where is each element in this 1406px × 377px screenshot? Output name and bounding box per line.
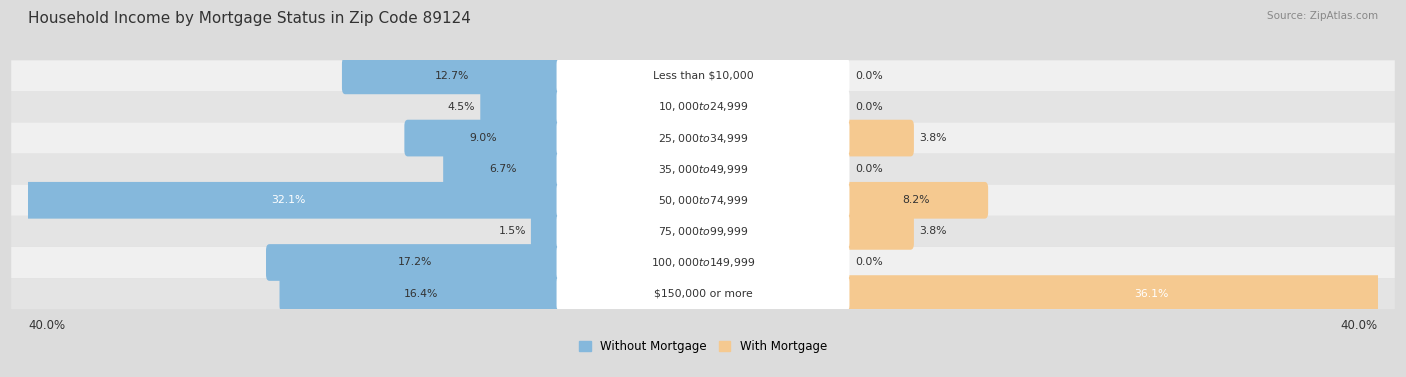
FancyBboxPatch shape [844,120,914,156]
Text: Household Income by Mortgage Status in Zip Code 89124: Household Income by Mortgage Status in Z… [28,11,471,26]
Text: 0.0%: 0.0% [855,164,883,174]
Text: 8.2%: 8.2% [901,195,929,205]
FancyBboxPatch shape [11,154,1395,185]
FancyBboxPatch shape [844,182,988,219]
Text: 12.7%: 12.7% [436,71,470,81]
Text: 0.0%: 0.0% [855,257,883,268]
FancyBboxPatch shape [11,92,1395,123]
Text: 1.5%: 1.5% [498,226,526,236]
FancyBboxPatch shape [557,214,849,249]
Text: $75,000 to $99,999: $75,000 to $99,999 [658,225,748,238]
Text: Less than $10,000: Less than $10,000 [652,71,754,81]
FancyBboxPatch shape [266,244,562,281]
Legend: Without Mortgage, With Mortgage: Without Mortgage, With Mortgage [574,336,832,358]
FancyBboxPatch shape [557,90,849,124]
Text: 9.0%: 9.0% [470,133,498,143]
Text: 16.4%: 16.4% [404,288,439,299]
FancyBboxPatch shape [11,216,1395,247]
FancyBboxPatch shape [557,276,849,311]
Text: 0.0%: 0.0% [855,71,883,81]
FancyBboxPatch shape [557,245,849,280]
Text: 4.5%: 4.5% [447,102,475,112]
FancyBboxPatch shape [14,182,562,219]
FancyBboxPatch shape [342,58,562,94]
FancyBboxPatch shape [11,123,1395,154]
Text: 6.7%: 6.7% [489,164,517,174]
Text: $100,000 to $149,999: $100,000 to $149,999 [651,256,755,269]
FancyBboxPatch shape [280,275,562,312]
Text: 3.8%: 3.8% [920,133,946,143]
FancyBboxPatch shape [405,120,562,156]
Text: 40.0%: 40.0% [1341,319,1378,332]
Text: $10,000 to $24,999: $10,000 to $24,999 [658,101,748,113]
FancyBboxPatch shape [557,58,849,93]
Text: 32.1%: 32.1% [271,195,307,205]
FancyBboxPatch shape [557,152,849,187]
FancyBboxPatch shape [557,121,849,155]
FancyBboxPatch shape [11,185,1395,216]
Text: $150,000 or more: $150,000 or more [654,288,752,299]
FancyBboxPatch shape [11,278,1395,309]
Text: Source: ZipAtlas.com: Source: ZipAtlas.com [1267,11,1378,21]
FancyBboxPatch shape [11,60,1395,92]
FancyBboxPatch shape [11,247,1395,278]
Text: $50,000 to $74,999: $50,000 to $74,999 [658,194,748,207]
FancyBboxPatch shape [844,213,914,250]
Text: 36.1%: 36.1% [1133,288,1168,299]
Text: 3.8%: 3.8% [920,226,946,236]
Text: 0.0%: 0.0% [855,102,883,112]
Text: $35,000 to $49,999: $35,000 to $49,999 [658,163,748,176]
Text: 40.0%: 40.0% [28,319,65,332]
FancyBboxPatch shape [531,213,562,250]
FancyBboxPatch shape [844,275,1406,312]
Text: $25,000 to $34,999: $25,000 to $34,999 [658,132,748,144]
FancyBboxPatch shape [443,151,562,187]
FancyBboxPatch shape [481,89,562,125]
FancyBboxPatch shape [557,183,849,218]
Text: 17.2%: 17.2% [398,257,432,268]
